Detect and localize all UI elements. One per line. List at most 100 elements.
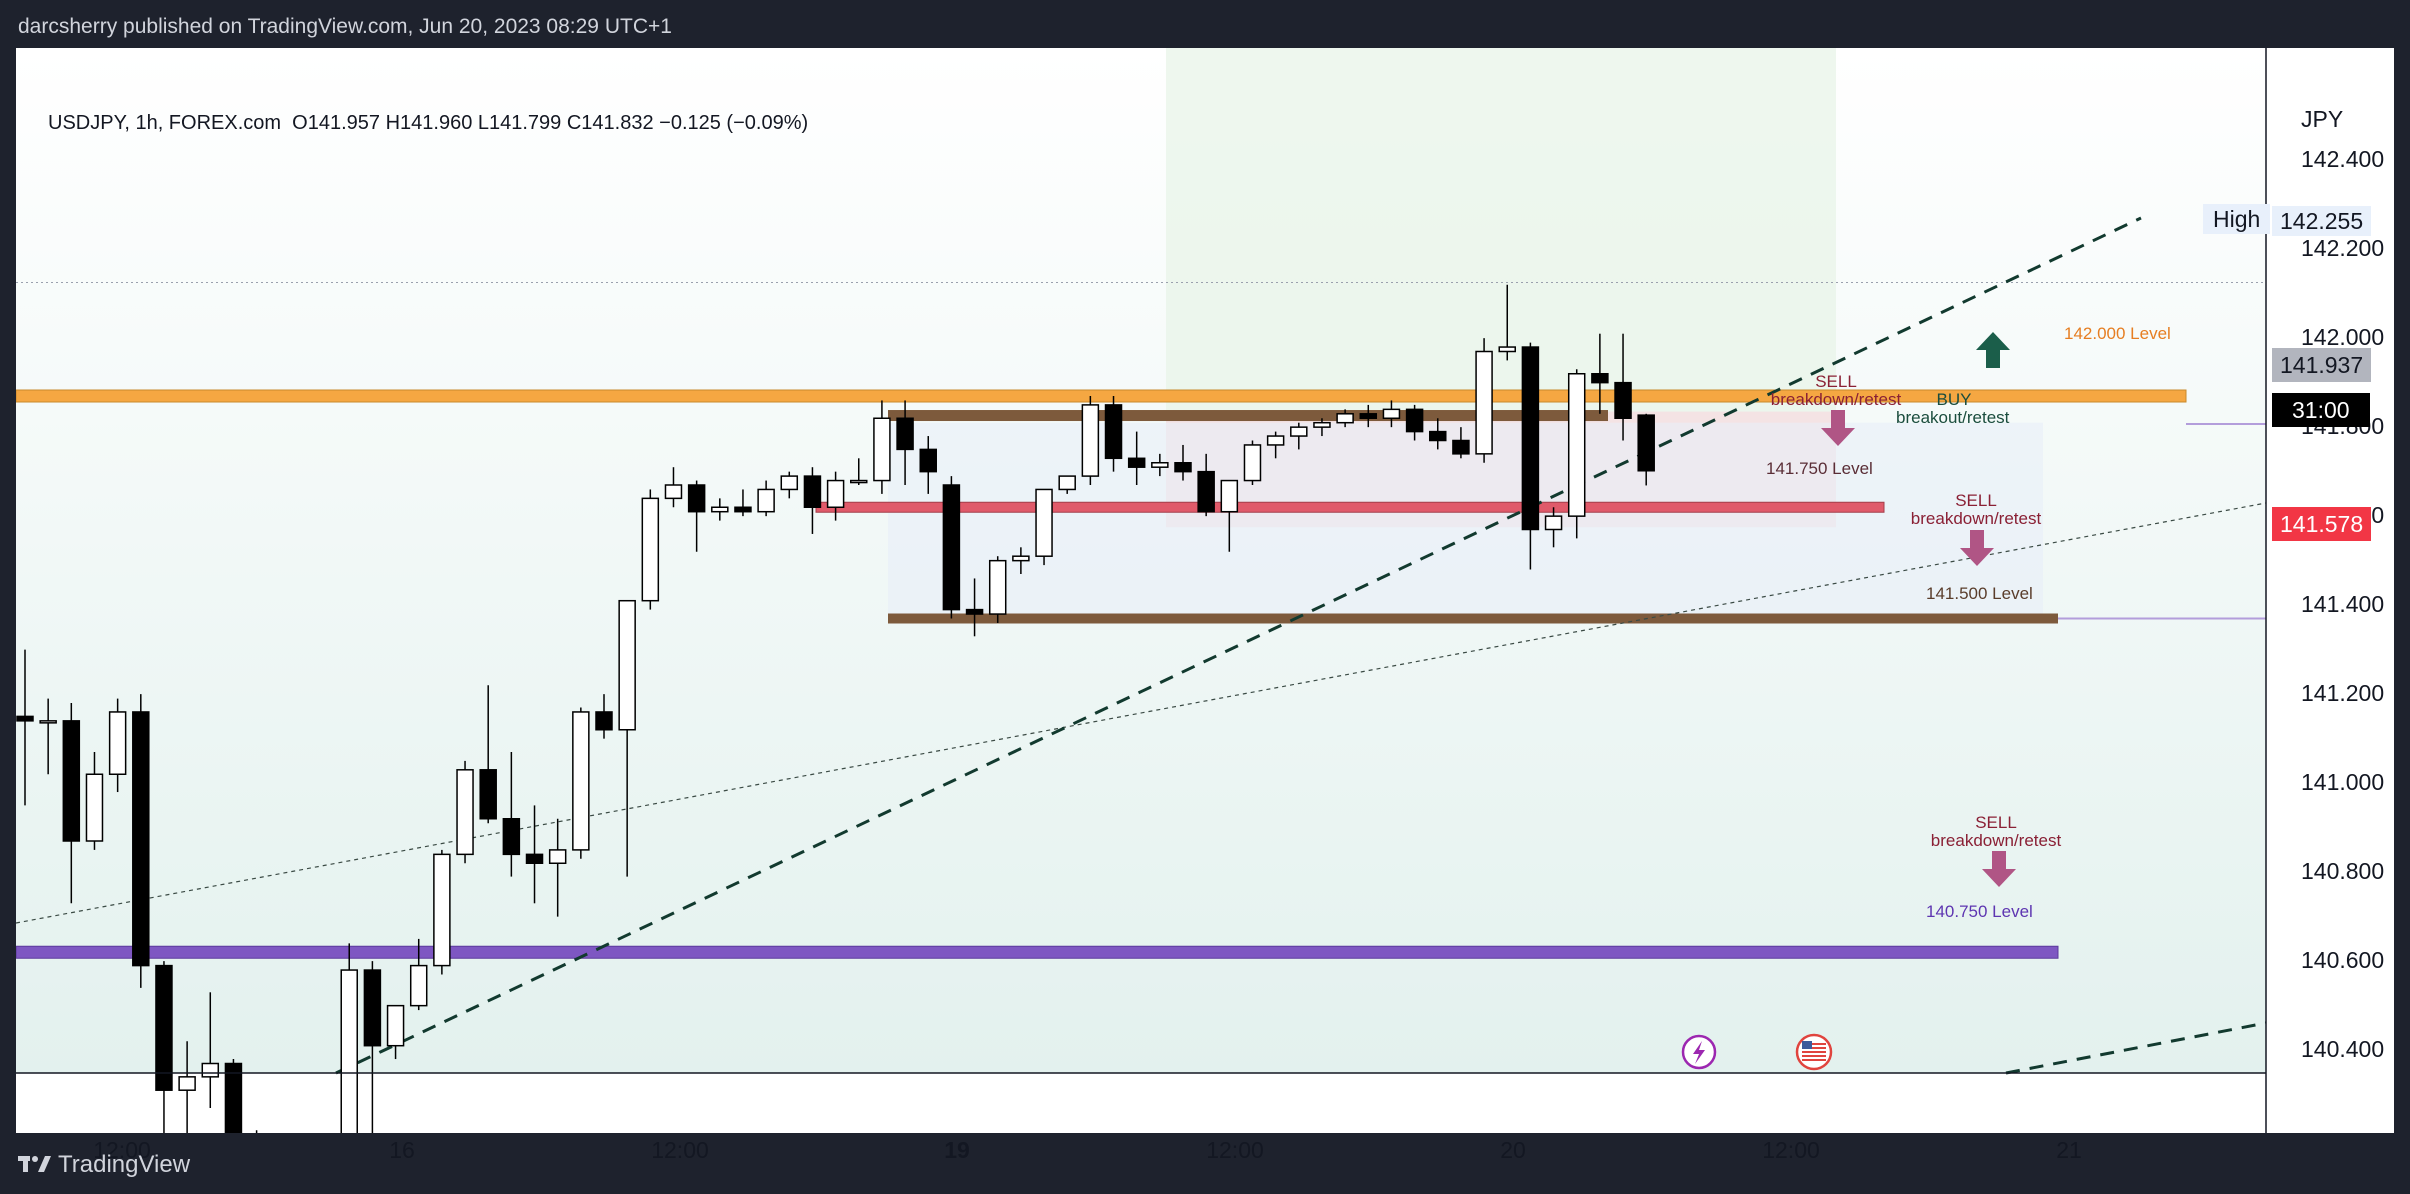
candle-body	[572, 711, 590, 851]
candle-body	[641, 497, 660, 602]
candle[interactable]	[1637, 413, 1655, 486]
y-tick: 142.200	[2301, 235, 2385, 261]
candle[interactable]	[687, 480, 706, 552]
candle[interactable]	[1058, 475, 1076, 494]
candle-body	[1220, 479, 1239, 513]
sell-title-3: SELL	[1975, 813, 2017, 832]
candle[interactable]	[363, 961, 382, 1133]
candle[interactable]	[1290, 422, 1308, 450]
candle[interactable]	[85, 752, 104, 850]
candle-body	[850, 479, 868, 484]
y-tick: 140.800	[2301, 858, 2385, 884]
candle[interactable]	[780, 471, 799, 499]
buy-signal-label: BUY	[1909, 391, 1999, 409]
candle[interactable]	[1127, 431, 1146, 485]
candle[interactable]	[1544, 507, 1563, 548]
ohlc-values: O141.957 H141.960 L141.799 C141.832 −0.1…	[292, 112, 809, 134]
candle[interactable]	[178, 1041, 196, 1133]
candle[interactable]	[1498, 284, 1516, 361]
candle[interactable]	[1567, 369, 1586, 539]
candle[interactable]	[1151, 453, 1169, 477]
candle[interactable]	[433, 849, 451, 975]
currency-label[interactable]: JPY	[2301, 106, 2344, 132]
candle[interactable]	[1591, 333, 1609, 414]
candle[interactable]	[757, 480, 775, 517]
candle[interactable]	[108, 698, 127, 793]
candle[interactable]	[618, 599, 636, 877]
candle[interactable]	[548, 818, 567, 917]
candle[interactable]	[826, 471, 845, 521]
y-tick: 142.400	[2301, 146, 2385, 172]
candle[interactable]	[595, 694, 613, 739]
candle[interactable]	[1243, 440, 1262, 486]
candle[interactable]	[572, 707, 590, 859]
sell-arrow-1	[1821, 410, 1855, 446]
candle[interactable]	[873, 400, 891, 494]
candle[interactable]	[132, 694, 150, 988]
candle[interactable]	[1266, 431, 1285, 459]
candle-body	[757, 488, 775, 513]
candle[interactable]	[1382, 400, 1401, 428]
candle[interactable]	[1521, 342, 1540, 570]
candle[interactable]	[1405, 404, 1424, 441]
candle[interactable]	[1313, 418, 1331, 437]
candle-body	[201, 1062, 220, 1078]
candle-body	[1266, 435, 1285, 446]
candle[interactable]	[16, 649, 34, 806]
candle[interactable]	[942, 476, 961, 619]
candle[interactable]	[803, 467, 822, 534]
candle[interactable]	[155, 961, 173, 1133]
candle-body	[340, 969, 358, 1133]
candle[interactable]	[1452, 427, 1470, 459]
candle-body	[178, 1076, 196, 1091]
candle[interactable]	[641, 489, 660, 610]
candle[interactable]	[456, 760, 474, 864]
candle[interactable]	[502, 752, 521, 877]
candlestick-chart[interactable]	[16, 48, 2394, 1133]
candle[interactable]	[525, 805, 544, 904]
candle[interactable]	[1035, 488, 1053, 566]
candle[interactable]	[850, 458, 868, 485]
candle-body	[1498, 346, 1516, 353]
candle[interactable]	[479, 685, 497, 824]
x-tick: 12:00	[1762, 1137, 1820, 1163]
candle[interactable]	[386, 1004, 405, 1060]
candle[interactable]	[1614, 333, 1632, 441]
tradingview-brand[interactable]: TradingView	[58, 1151, 191, 1178]
level-142000-label: 142.000 Level	[2064, 324, 2171, 343]
candle[interactable]	[39, 698, 57, 775]
candle[interactable]	[1220, 479, 1239, 552]
candle[interactable]	[965, 578, 984, 637]
candle[interactable]	[734, 489, 752, 517]
candle[interactable]	[1012, 547, 1030, 574]
candle[interactable]	[224, 1059, 243, 1133]
candle[interactable]	[62, 703, 81, 904]
candle[interactable]	[1104, 396, 1123, 472]
candle-body	[1127, 457, 1146, 468]
candle[interactable]	[1359, 404, 1378, 428]
candle[interactable]	[1475, 338, 1493, 463]
candle[interactable]	[919, 436, 937, 494]
range-zone	[888, 422, 2043, 619]
candle[interactable]	[409, 938, 428, 1011]
level-141500-label: 141.500 Level	[1926, 584, 2033, 603]
candle[interactable]	[340, 943, 358, 1133]
x-tick: 12:00	[93, 1137, 151, 1163]
candle[interactable]	[896, 400, 914, 485]
chart-frame[interactable]: USDJPY, 1h, FOREX.com O141.957 H141.960 …	[16, 48, 2394, 1163]
candle-body	[433, 853, 451, 967]
candle[interactable]	[1081, 396, 1100, 485]
candle-body	[734, 506, 752, 513]
candle[interactable]	[711, 498, 729, 521]
candle-body	[942, 484, 961, 611]
candle[interactable]	[1197, 453, 1215, 517]
candle[interactable]	[1429, 418, 1447, 450]
buy-arrow	[1976, 332, 2010, 368]
candle-body	[711, 506, 729, 513]
candle[interactable]	[988, 556, 1007, 623]
buy-title: BUY	[1936, 390, 1972, 409]
candle[interactable]	[664, 467, 683, 508]
candle[interactable]	[1174, 444, 1192, 481]
tradingview-logo-icon[interactable]	[18, 1150, 52, 1178]
candle[interactable]	[1336, 409, 1354, 428]
